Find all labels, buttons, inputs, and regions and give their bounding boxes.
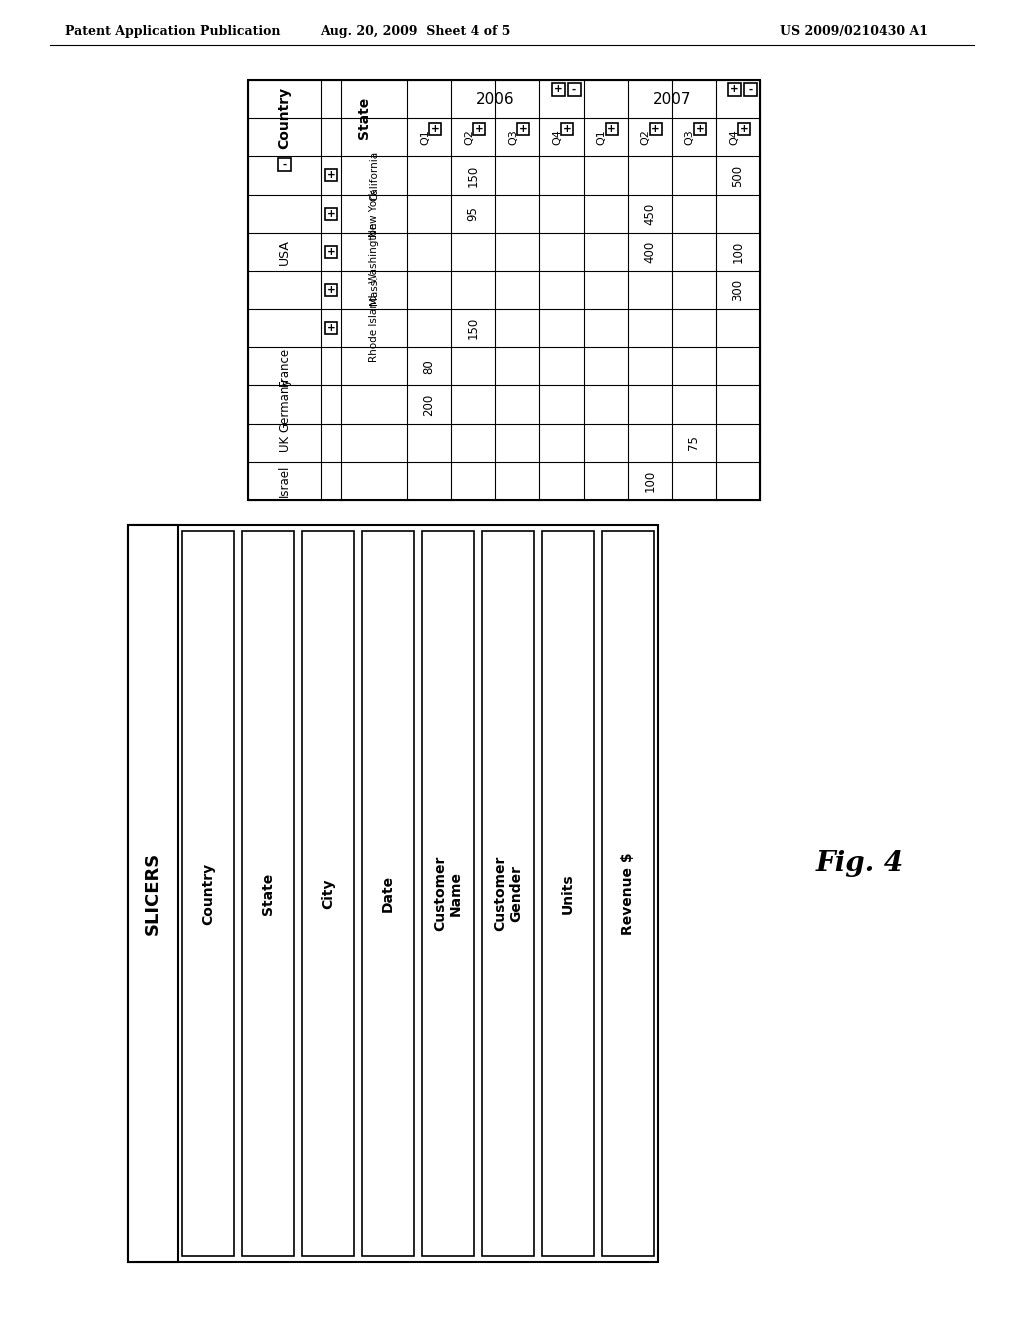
Bar (649, 123, 662, 135)
Text: USA: USA (279, 239, 291, 265)
Text: 95: 95 (467, 206, 479, 220)
Text: Customer
Name: Customer Name (433, 855, 463, 931)
Bar (542, 531, 594, 1257)
Bar (744, 83, 757, 96)
Bar (738, 123, 750, 135)
Text: 75: 75 (687, 436, 700, 450)
Text: Q3: Q3 (685, 129, 695, 145)
Text: State: State (357, 98, 371, 140)
Text: Country: Country (201, 862, 215, 924)
Bar (552, 83, 564, 96)
Bar (302, 531, 354, 1257)
Text: France: France (279, 347, 291, 385)
Text: Germany: Germany (279, 378, 291, 432)
Text: 150: 150 (467, 164, 479, 186)
Text: 450: 450 (643, 202, 656, 224)
Text: State: State (261, 873, 275, 915)
Bar (473, 123, 485, 135)
Text: +: + (607, 124, 616, 133)
Bar (517, 123, 529, 135)
Text: 200: 200 (423, 393, 435, 416)
Text: 2007: 2007 (652, 91, 691, 107)
Text: Revenue $: Revenue $ (621, 853, 635, 935)
Bar (567, 83, 581, 96)
Bar (561, 123, 573, 135)
Text: Washington: Washington (369, 220, 379, 282)
Text: Aug. 20, 2009  Sheet 4 of 5: Aug. 20, 2009 Sheet 4 of 5 (319, 25, 510, 38)
Text: +: + (475, 124, 483, 133)
Text: +: + (739, 124, 749, 133)
Text: US 2009/0210430 A1: US 2009/0210430 A1 (780, 25, 928, 38)
Bar (605, 123, 617, 135)
Text: 500: 500 (731, 165, 744, 186)
Text: UK: UK (279, 434, 291, 451)
Text: 400: 400 (643, 240, 656, 263)
Text: Country: Country (278, 87, 292, 149)
Text: -: - (283, 160, 287, 170)
Bar (128, 525, 178, 1262)
Text: +: + (327, 285, 336, 294)
Text: Q2: Q2 (641, 129, 650, 145)
Bar (422, 531, 474, 1257)
Text: +: + (563, 124, 571, 133)
Bar (248, 81, 760, 500)
Text: Date: Date (381, 875, 395, 912)
Text: 100: 100 (731, 240, 744, 263)
Bar (482, 531, 534, 1257)
Text: New York: New York (369, 190, 379, 238)
Text: Q4: Q4 (553, 129, 562, 145)
Bar (602, 531, 654, 1257)
Bar (325, 284, 337, 296)
Bar (728, 83, 741, 96)
Text: City: City (321, 878, 335, 908)
Text: +: + (730, 84, 739, 95)
Text: Israel: Israel (279, 465, 291, 498)
Text: +: + (327, 170, 336, 181)
Bar (694, 123, 706, 135)
Text: 100: 100 (643, 470, 656, 492)
Text: SLICERS: SLICERS (144, 851, 162, 935)
Text: Q2: Q2 (464, 129, 474, 145)
Text: Rhode Island: Rhode Island (369, 294, 379, 362)
Text: 80: 80 (423, 359, 435, 374)
Text: Fig. 4: Fig. 4 (816, 850, 904, 876)
Text: 2006: 2006 (476, 91, 515, 107)
Text: 300: 300 (731, 279, 744, 301)
Bar (325, 169, 337, 181)
Text: Patent Application Publication: Patent Application Publication (65, 25, 281, 38)
Text: +: + (327, 209, 336, 219)
Text: +: + (695, 124, 705, 133)
Bar (242, 531, 294, 1257)
Bar (128, 525, 658, 1262)
Text: -: - (749, 84, 753, 95)
Text: Q1: Q1 (420, 129, 430, 145)
Text: +: + (651, 124, 660, 133)
Text: +: + (554, 84, 562, 95)
Bar (429, 123, 441, 135)
Text: +: + (431, 124, 439, 133)
Text: Units: Units (561, 874, 575, 913)
Text: Q1: Q1 (597, 129, 606, 145)
Text: Mass.: Mass. (369, 275, 379, 305)
Text: Q4: Q4 (729, 129, 739, 145)
Bar (325, 322, 337, 334)
Text: +: + (327, 323, 336, 333)
Bar (182, 531, 234, 1257)
Bar (279, 158, 291, 172)
Text: California: California (369, 150, 379, 201)
Text: 150: 150 (467, 317, 479, 339)
Bar (325, 207, 337, 219)
Text: +: + (519, 124, 527, 133)
Text: Q3: Q3 (508, 129, 518, 145)
Bar (362, 531, 414, 1257)
Bar (325, 246, 337, 257)
Text: Customer
Gender: Customer Gender (493, 855, 523, 931)
Text: +: + (327, 247, 336, 257)
Text: -: - (571, 84, 577, 95)
